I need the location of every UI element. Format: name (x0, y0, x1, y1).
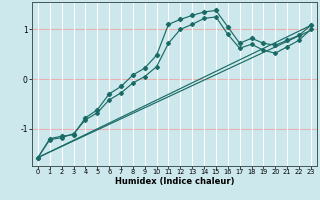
X-axis label: Humidex (Indice chaleur): Humidex (Indice chaleur) (115, 177, 234, 186)
